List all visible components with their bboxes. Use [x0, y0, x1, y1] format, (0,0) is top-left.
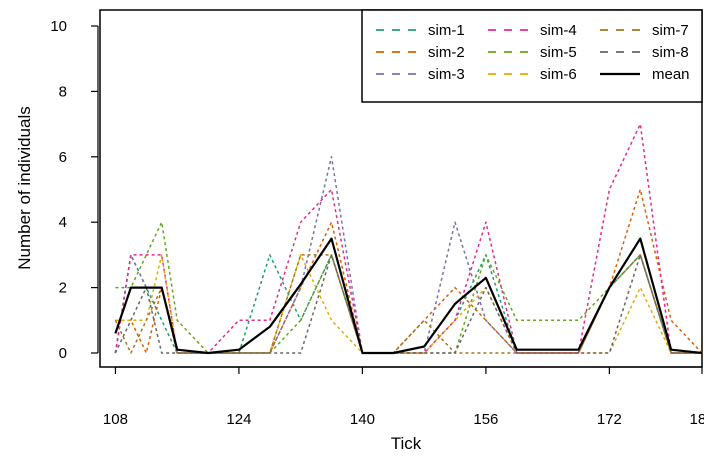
series-line-sim-4 — [114, 123, 702, 354]
x-axis-title: Tick — [391, 434, 422, 453]
series-line-sim-2 — [115, 188, 703, 354]
series-line-sim-8 — [114, 254, 702, 354]
y-tick-label: 10 — [50, 18, 67, 35]
legend-label-sim-7: sim-7 — [652, 22, 689, 39]
x-tick-label: 156 — [473, 411, 498, 428]
y-tick-label: 2 — [59, 280, 67, 297]
series-line-mean — [114, 237, 703, 355]
legend-label-sim-4: sim-4 — [540, 22, 577, 39]
x-tick-label: 108 — [103, 411, 128, 428]
x-tick-label: 124 — [226, 411, 251, 428]
series-line-sim-3 — [114, 156, 702, 354]
x-tick-label: 140 — [350, 411, 375, 428]
series-layer — [114, 123, 703, 355]
legend-label-sim-5: sim-5 — [540, 44, 577, 61]
y-tick-label: 0 — [59, 345, 67, 362]
series-line-sim-5 — [115, 221, 702, 354]
y-axis-title: Number of individuals — [15, 106, 34, 269]
x-tick-label: 172 — [597, 411, 622, 428]
legend-label-sim-3: sim-3 — [428, 66, 465, 83]
legend-label-mean: mean — [652, 66, 690, 83]
y-tick-label: 4 — [59, 214, 67, 231]
legend-label-sim-6: sim-6 — [540, 66, 577, 83]
y-tick-label: 8 — [59, 83, 67, 100]
legend-label-sim-2: sim-2 — [428, 44, 465, 61]
legend-box — [361, 9, 703, 103]
axis-layer: 0 2 4 6 8 10 108 124 140 156 172 184 — [50, 18, 704, 428]
y-tick-label: 6 — [59, 149, 67, 166]
legend-label-sim-8: sim-8 — [652, 44, 689, 61]
x-tick-label: 184 — [689, 411, 704, 428]
legend: sim-1 sim-2 sim-3 sim-4 sim-5 sim-6 sim-7 sim-8… — [361, 9, 703, 103]
legend-label-sim-1: sim-1 — [428, 22, 465, 39]
